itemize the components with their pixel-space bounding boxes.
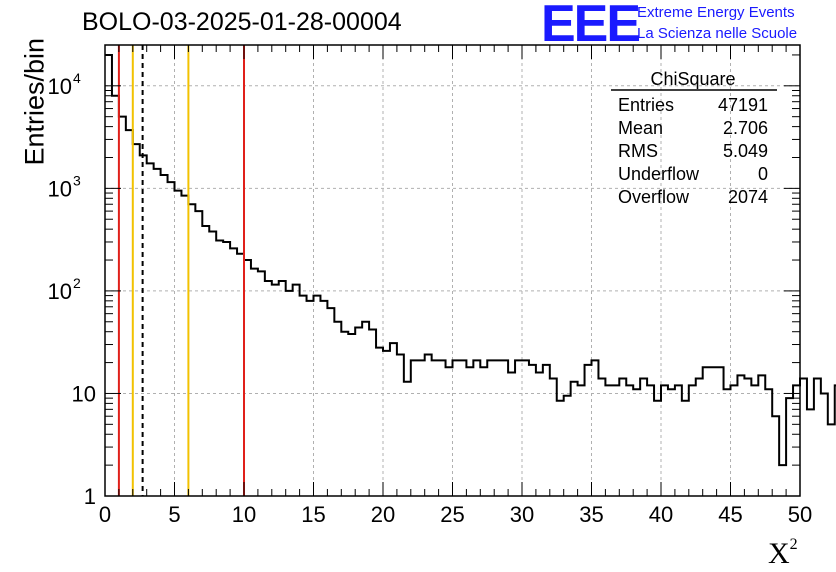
x-tick-label: 0 <box>99 502 111 527</box>
x-tick-label: 10 <box>232 502 256 527</box>
stats-label: Entries <box>618 95 674 115</box>
stats-label: Overflow <box>618 187 690 207</box>
stats-value: 5.049 <box>723 141 768 161</box>
logo-line-1: Extreme Energy Events <box>637 4 795 21</box>
x-tick-label: 45 <box>718 502 742 527</box>
x-tick-label: 25 <box>440 502 464 527</box>
x-tick-label: 5 <box>168 502 180 527</box>
stats-label: Underflow <box>618 164 700 184</box>
x-tick-label: 15 <box>301 502 325 527</box>
stats-value: 0 <box>758 164 768 184</box>
y-tick-label: 10 <box>48 279 72 304</box>
histogram-series <box>105 53 836 467</box>
x-tick-label: 40 <box>649 502 673 527</box>
x-tick-label: 50 <box>788 502 812 527</box>
stats-label: RMS <box>618 141 658 161</box>
stats-value: 2074 <box>728 187 768 207</box>
x-tick-label: 30 <box>510 502 534 527</box>
logo-line-2: La Scienza nelle Scuole <box>637 25 798 42</box>
x-tick-label: 35 <box>579 502 603 527</box>
y-tick-label-exp: 2 <box>73 275 81 291</box>
y-tick-label-exp: 3 <box>73 172 81 188</box>
y-tick-label: 1 <box>84 484 96 509</box>
y-tick-label: 10 <box>48 176 72 201</box>
x-axis-label-exp: 2 <box>789 536 798 553</box>
stats-value: 2.706 <box>723 118 768 138</box>
y-tick-label: 10 <box>72 381 96 406</box>
stats-value: 47191 <box>718 95 768 115</box>
stats-label: Mean <box>618 118 663 138</box>
x-tick-label: 20 <box>371 502 395 527</box>
stats-box-title: ChiSquare <box>650 69 735 89</box>
x-axis-label: X2 <box>768 536 798 571</box>
y-tick-label-exp: 4 <box>73 70 81 86</box>
eee-logo: EEE <box>541 0 641 53</box>
x-axis-label-base: X <box>768 537 790 570</box>
y-tick-label: 10 <box>48 74 72 99</box>
chart-title: BOLO-03-2025-01-28-00004 <box>82 8 402 36</box>
